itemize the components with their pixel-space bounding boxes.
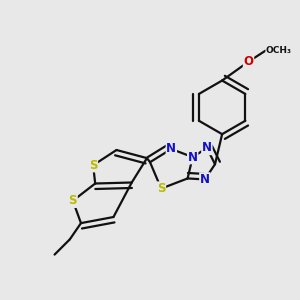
Text: OCH₃: OCH₃ [266, 46, 292, 55]
Text: S: S [89, 159, 98, 172]
Text: N: N [166, 142, 176, 155]
Text: N: N [188, 151, 198, 164]
Text: S: S [69, 194, 77, 207]
Text: S: S [157, 182, 165, 195]
Text: N: N [202, 142, 212, 154]
Text: N: N [200, 173, 210, 186]
Text: O: O [244, 55, 254, 68]
